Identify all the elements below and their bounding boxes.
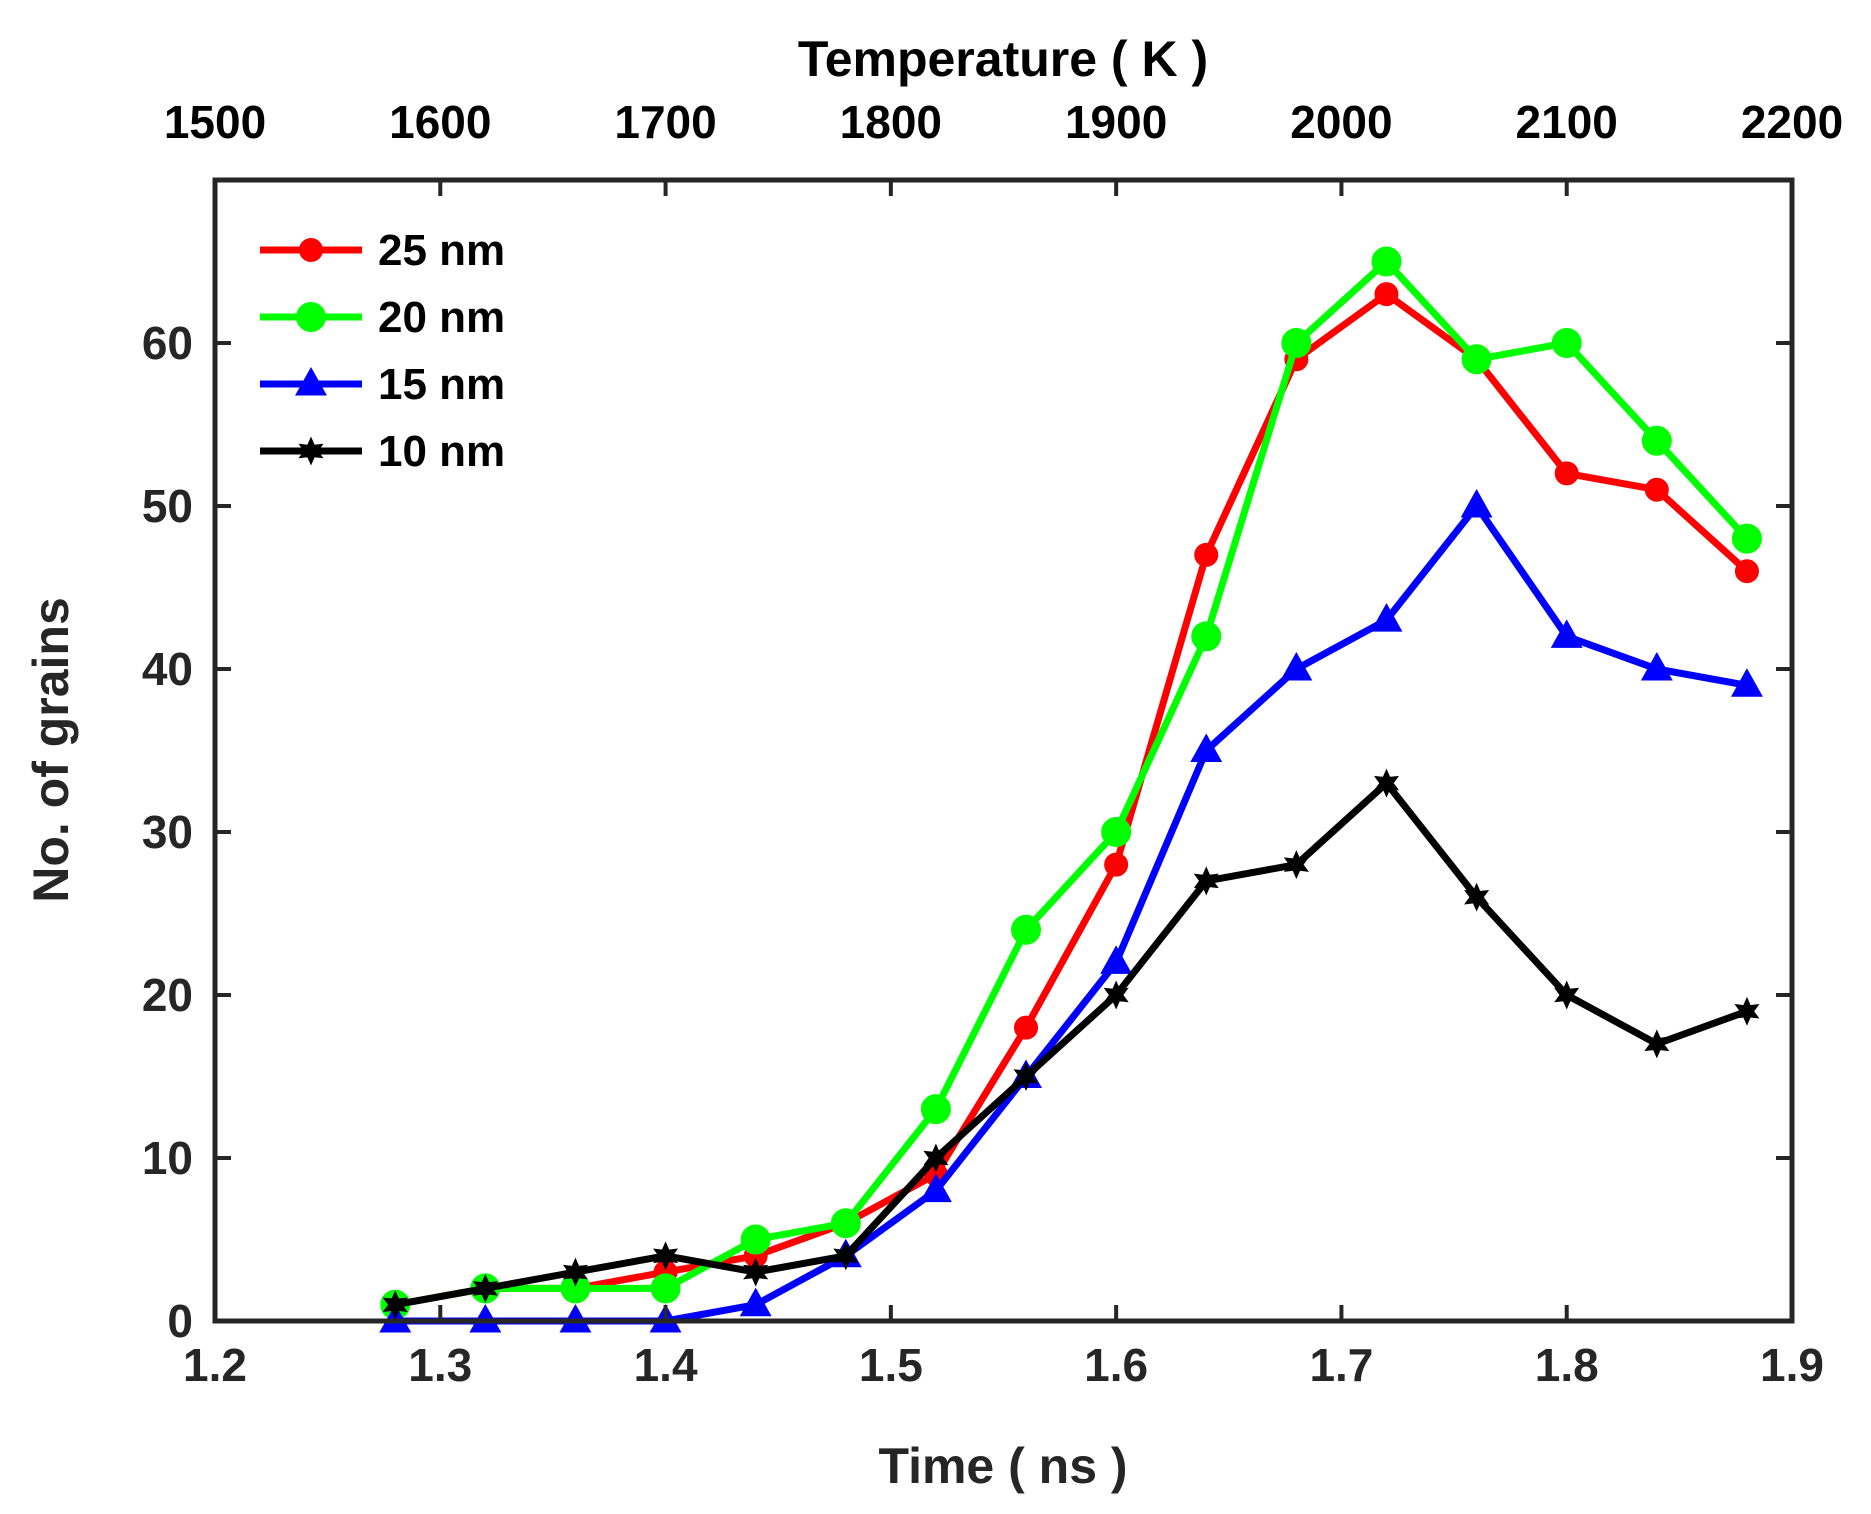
data-point	[739, 1287, 772, 1317]
series-10-nm	[382, 768, 1760, 1320]
top-tick-label: 1500	[164, 96, 266, 148]
data-point	[1373, 768, 1400, 798]
data-point	[1734, 996, 1760, 1026]
top-tick-label: 1900	[1065, 96, 1167, 148]
data-point	[1193, 866, 1219, 896]
legend-item: 20 nm	[260, 293, 505, 342]
data-point	[1460, 488, 1493, 518]
data-point	[1550, 619, 1583, 648]
legend: 25 nm 20 nm 15 nm 10 nm	[260, 226, 505, 476]
data-point	[1191, 621, 1222, 652]
data-point	[1644, 477, 1669, 502]
top-tick-label: 1600	[389, 96, 491, 148]
data-point	[919, 1173, 952, 1203]
x-tick-label: 1.9	[1760, 1339, 1824, 1391]
y-tick-label: 30	[142, 806, 193, 858]
data-point	[1730, 668, 1763, 697]
top-axis-title: Temperature ( K )	[798, 31, 1208, 87]
legend-marker	[296, 302, 326, 332]
data-point	[1281, 328, 1312, 358]
data-point	[1371, 246, 1402, 277]
ticks-layer: 1.2 1.3 1.4 1.5 1.6 1.7 1.8 1.9 0 10 20 30 40 50 60 150…	[142, 96, 1843, 1391]
data-point	[1640, 651, 1673, 681]
series-layer	[379, 246, 1763, 1333]
data-point	[1370, 603, 1403, 632]
x-tick-label: 1.3	[408, 1339, 472, 1391]
data-point	[1283, 850, 1309, 880]
x-tick-label: 1.6	[1084, 1339, 1148, 1391]
legend-item: 10 nm	[260, 427, 505, 476]
legend-label: 10 nm	[378, 427, 505, 476]
legend-marker	[298, 436, 324, 466]
data-point	[1641, 425, 1672, 456]
x-tick-label: 1.4	[634, 1339, 698, 1391]
data-point	[1551, 328, 1582, 358]
data-point	[1100, 945, 1133, 974]
series-line	[391, 258, 1751, 1309]
data-point	[1103, 980, 1129, 1010]
legend-label: 20 nm	[378, 293, 505, 342]
top-tick-label: 1800	[840, 96, 942, 148]
y-tick-label: 40	[142, 643, 193, 695]
data-point	[833, 1241, 859, 1271]
plot-area	[215, 180, 1792, 1321]
data-point	[1554, 461, 1579, 486]
y-axis-title: No. of grains	[23, 597, 79, 903]
data-point	[1374, 282, 1399, 307]
data-point	[650, 1273, 681, 1304]
legend-item: 25 nm	[260, 226, 505, 275]
legend-item: 15 nm	[260, 360, 505, 409]
data-point	[1644, 1029, 1670, 1059]
data-point	[1014, 1015, 1039, 1040]
y-tick-label: 10	[142, 1132, 193, 1184]
data-point	[743, 1257, 769, 1287]
data-point	[1734, 559, 1759, 584]
data-point	[562, 1257, 588, 1287]
data-point	[1190, 733, 1223, 762]
series-line	[391, 779, 1751, 1309]
data-point	[1464, 882, 1490, 912]
legend-label: 15 nm	[378, 360, 505, 409]
top-tick-label: 2100	[1516, 96, 1618, 148]
top-tick-label: 2200	[1741, 96, 1843, 148]
x-axis-title: Time ( ns )	[878, 1438, 1127, 1494]
legend-marker	[295, 366, 327, 396]
data-point	[1011, 914, 1042, 945]
x-tick-label: 1.2	[183, 1339, 247, 1391]
data-point	[1461, 344, 1492, 375]
data-point	[1101, 817, 1132, 847]
data-point	[1104, 852, 1129, 877]
series-line	[391, 290, 1751, 1309]
data-point	[1013, 1062, 1039, 1091]
data-point	[382, 1290, 408, 1320]
y-tick-label: 60	[142, 317, 193, 369]
x-tick-label: 1.7	[1309, 1339, 1373, 1391]
legend-label: 25 nm	[378, 226, 505, 275]
y-tick-label: 0	[167, 1295, 193, 1347]
legend-marker	[299, 238, 323, 262]
data-point	[1554, 980, 1580, 1010]
top-tick-label: 2000	[1290, 96, 1392, 148]
data-point	[472, 1273, 498, 1303]
data-point	[1194, 542, 1219, 567]
plot-frame	[212, 177, 1795, 1324]
data-point	[923, 1143, 949, 1173]
x-tick-label: 1.5	[859, 1339, 923, 1391]
top-tick-label: 1700	[614, 96, 716, 148]
x-tick-label: 1.8	[1535, 1339, 1599, 1391]
y-tick-label: 20	[142, 969, 193, 1021]
y-tick-label: 50	[142, 480, 193, 532]
data-point	[653, 1241, 679, 1271]
data-point	[830, 1208, 861, 1239]
data-point	[1731, 523, 1762, 554]
series-20-nm	[380, 246, 1762, 1320]
data-point	[1280, 651, 1313, 681]
data-point	[920, 1094, 951, 1125]
data-point	[740, 1224, 771, 1255]
